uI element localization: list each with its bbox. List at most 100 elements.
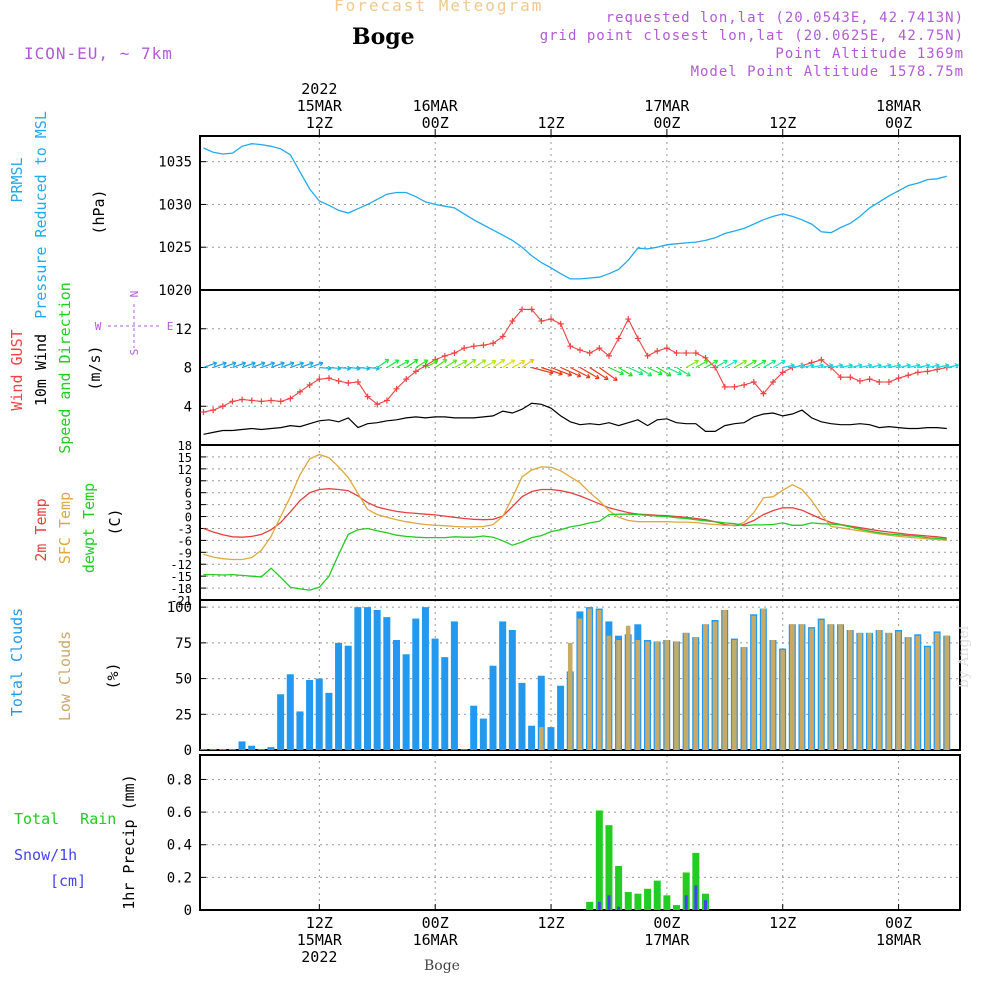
wind-arrow-head xyxy=(442,358,448,364)
wind-direction-arrow xyxy=(850,364,863,369)
low-cloud-bar xyxy=(867,632,872,750)
wind-arrow-head xyxy=(925,363,931,369)
t2m-line xyxy=(203,488,947,539)
total-cloud-bar xyxy=(315,678,323,750)
gust-marker xyxy=(924,368,931,375)
wind-direction-arrow xyxy=(946,364,959,369)
wind-arrow-head xyxy=(595,374,600,380)
wind-direction-arrow xyxy=(879,364,892,369)
gust-marker xyxy=(605,352,612,359)
low-cloud-bar xyxy=(741,647,747,750)
wind-arrow-head xyxy=(270,361,276,367)
low-cloud-bar xyxy=(635,640,641,750)
y-tick-label: 0 xyxy=(185,511,192,525)
snow-unit-label: [cm] xyxy=(50,872,86,890)
y-tick-label: 1035 xyxy=(158,155,192,171)
gust-marker xyxy=(287,395,294,402)
wind-arrow-head xyxy=(585,373,591,379)
wind-arrow-head xyxy=(413,358,419,364)
total-cloud-bar xyxy=(296,711,304,750)
low-cloud-bar xyxy=(712,621,718,750)
total-cloud-bar xyxy=(219,749,227,750)
x-tick-label-top: 12Z xyxy=(769,114,796,132)
gust-marker xyxy=(490,340,497,347)
wind-arrow-head xyxy=(771,359,777,365)
total-cloud-bar xyxy=(489,665,497,750)
gust-marker xyxy=(818,356,825,363)
watermark: by Angel xyxy=(956,625,972,688)
rain-bar xyxy=(682,872,690,910)
gust-marker xyxy=(451,349,458,356)
low-cloud-bar xyxy=(616,640,621,750)
gust-marker xyxy=(258,398,265,405)
rain-label: Total Rain xyxy=(14,810,116,828)
wind-direction-arrow xyxy=(579,366,600,380)
wind-direction-arrow xyxy=(251,362,266,369)
y-tick-label: 15 xyxy=(178,451,192,465)
y-tick-label: -6 xyxy=(178,534,192,548)
wind-arrow-head xyxy=(604,375,609,381)
gust-marker xyxy=(229,398,236,405)
rain-bar xyxy=(644,888,652,910)
low-cloud-bar xyxy=(683,632,689,750)
gust-marker xyxy=(741,381,748,388)
wind-direction-arrow xyxy=(917,364,930,369)
point-altitude: Point Altitude 1369m xyxy=(775,46,964,62)
gust-marker xyxy=(297,388,304,395)
low-cloud-bar xyxy=(847,630,853,750)
gust-marker xyxy=(567,343,574,350)
total-cloud-bar xyxy=(383,617,391,750)
gust-marker xyxy=(885,379,892,386)
wind-arrow-head xyxy=(686,371,691,377)
wind-arrow-head xyxy=(658,370,663,376)
wind-direction-arrow xyxy=(541,366,563,375)
low-cloud-bar xyxy=(828,624,834,750)
wind-arrow-head xyxy=(404,359,410,365)
wind-direction-arrow xyxy=(280,362,295,369)
rain-bar xyxy=(673,905,681,910)
product-title: Forecast Meteogram xyxy=(334,0,544,15)
snow-bar xyxy=(704,900,707,910)
gust-marker xyxy=(441,352,448,359)
wind-direction-arrow xyxy=(666,366,682,375)
gust-marker xyxy=(306,381,313,388)
gust-marker xyxy=(866,376,873,383)
wind-arrow-head xyxy=(212,361,218,367)
gust-marker xyxy=(596,345,603,352)
y-tick-label: 9 xyxy=(185,475,192,489)
gust-marker xyxy=(354,379,361,386)
requested-coords: requested lon,lat (20.0543E, 42.7413N) xyxy=(605,10,964,26)
wind-arrow-head xyxy=(558,370,563,376)
pressure-panel xyxy=(199,135,961,291)
y-tick-label: 18 xyxy=(178,439,192,453)
gust-marker xyxy=(779,369,786,376)
y-tick-label: 8 xyxy=(184,361,192,377)
x-tick-label-top: 15MAR xyxy=(297,97,343,115)
gust-marker xyxy=(577,347,583,354)
wind-direction-arrow xyxy=(598,367,618,381)
footer-station-label: Boge xyxy=(424,958,460,974)
pressure-frame xyxy=(199,135,961,291)
wind-direction-arrow xyxy=(492,358,505,368)
total-cloud-bar xyxy=(257,749,265,750)
gust-marker xyxy=(548,316,555,323)
model-altitude: Model Point Altitude 1578.75m xyxy=(690,64,964,80)
gust-marker xyxy=(509,318,516,324)
wind10m-label: 10m Wind xyxy=(32,334,50,406)
low-cloud-bar xyxy=(645,641,650,750)
rain-bar xyxy=(634,893,642,910)
tsfc-label: SFC Temp xyxy=(56,492,74,564)
gust-marker xyxy=(277,398,284,405)
temperature-panel xyxy=(199,444,961,601)
wind-direction-arrow xyxy=(270,362,285,369)
wind-arrow-head xyxy=(452,359,458,364)
total-cloud-bar xyxy=(557,685,565,750)
wind-direction-arrow xyxy=(376,358,390,368)
wind-direction-arrow xyxy=(753,359,767,369)
wind-arrow-head xyxy=(944,363,950,369)
gust-marker xyxy=(403,376,410,383)
wind-direction-arrow xyxy=(628,366,644,375)
low-cloud-bar xyxy=(625,625,631,750)
total-cloud-bar xyxy=(248,745,256,750)
